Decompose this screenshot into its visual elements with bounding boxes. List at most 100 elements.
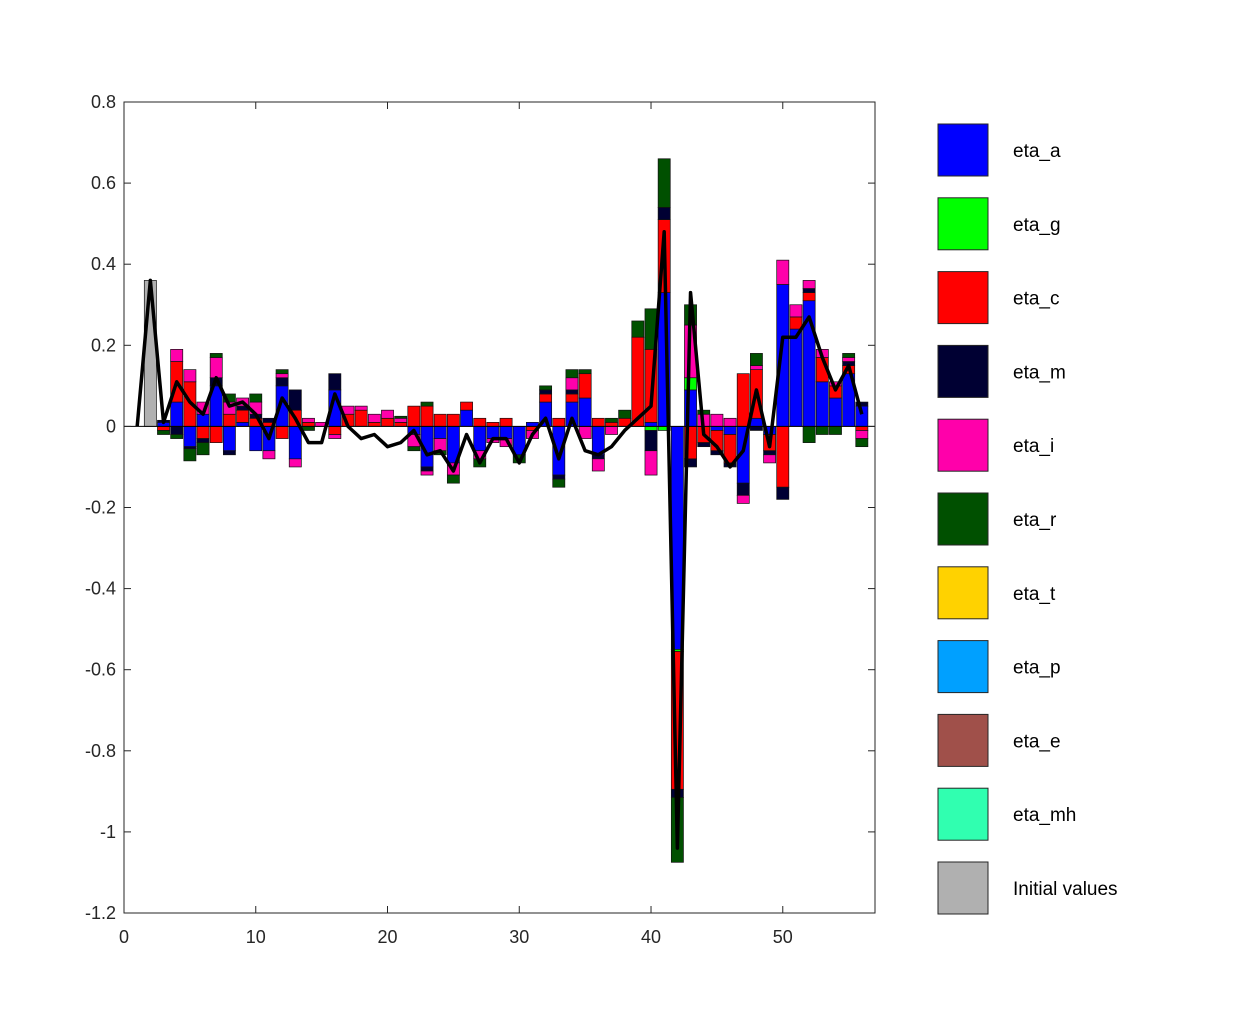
bar-segment-eta_m: [275, 377, 289, 387]
bar-segment-eta_i: [644, 450, 658, 476]
bar-segment-eta_r: [578, 369, 592, 375]
bar-segment-eta_c: [605, 422, 618, 427]
y-tick-label: -0.2: [85, 498, 116, 518]
y-tick-label: -0.8: [85, 741, 116, 761]
bar-segment-eta_m: [802, 288, 816, 293]
legend-swatch-eta_c: [937, 271, 989, 325]
bar-segment-eta_i: [394, 417, 408, 423]
bar-segment-eta_r: [170, 434, 184, 439]
bar-segment-eta_c: [776, 426, 790, 488]
bar-segment-eta_i: [855, 430, 869, 439]
x-tick-label: 30: [509, 927, 529, 947]
bar-segment-eta_i: [723, 417, 737, 427]
bar-segment-eta_m: [697, 442, 711, 448]
bar-segment-eta_m: [539, 389, 553, 395]
bar-segment-eta_m: [328, 373, 342, 391]
x-tick-label: 10: [246, 927, 266, 947]
bar-segment-eta_a: [526, 422, 539, 427]
bar-segment-eta_m: [288, 389, 302, 411]
legend-swatch-eta_r: [937, 492, 989, 546]
bar-segment-eta_m: [420, 466, 434, 472]
bar-segment-eta_a: [196, 413, 210, 427]
bar-segment-eta_r: [302, 426, 315, 431]
bar-segment-eta_i: [842, 357, 856, 362]
bar-segment-eta_r: [605, 417, 618, 423]
bar-segment-eta_i: [288, 458, 302, 468]
bar-segment-eta_i: [328, 434, 342, 439]
legend: eta_a eta_g eta_c eta_m eta_i eta_r eta_t eta_p…: [937, 123, 1118, 915]
bar-segment-eta_c: [394, 422, 408, 427]
bar-segment-eta_a: [710, 426, 724, 431]
bar-segment-eta_a: [815, 381, 829, 427]
bar-segment-eta_a: [433, 426, 447, 439]
bar-segment-eta_i: [802, 280, 816, 289]
x-tick-label: 40: [641, 927, 661, 947]
bar-segment-eta_a: [723, 426, 737, 435]
bar-segment-eta_m: [196, 438, 210, 443]
y-axis: -1.2 -1 -0.8 -0.6 -0.4 -0.2 0 0.2 0.4 0.6 0.8: [85, 92, 875, 923]
bar-segment-eta_r: [802, 426, 816, 443]
bar-segment-eta_r: [249, 393, 263, 403]
bar-segment-eta_m: [565, 389, 579, 395]
bar-segment-eta_r: [657, 158, 671, 208]
bar-segment-eta_r: [209, 353, 223, 358]
bar-segment-eta_c: [802, 292, 816, 302]
bar-segment-eta_r: [446, 474, 460, 484]
bar-segment-eta_c: [433, 413, 447, 427]
bar-segment-eta_i: [420, 470, 434, 476]
bar-segment-eta_a: [829, 397, 842, 427]
bar-segment-eta_r: [196, 442, 210, 456]
bar-segment-eta_r: [157, 430, 170, 435]
bar-segment-eta_m: [710, 450, 724, 456]
legend-label: eta_a: [1013, 141, 1061, 162]
legend-label: eta_r: [1013, 510, 1057, 531]
bar-segment-eta_i: [433, 438, 447, 452]
legend-label: eta_mh: [1013, 805, 1076, 826]
bar-segment-eta_i: [367, 413, 381, 423]
bar-segment-eta_i: [209, 357, 223, 379]
bar-segment-eta_i: [776, 259, 790, 285]
bar-segment-eta_r: [618, 409, 632, 419]
bar-segment-eta_m: [657, 207, 671, 220]
bar-segment-eta_c: [499, 417, 513, 427]
bar-segment-eta_c: [328, 426, 342, 435]
bar-segment-eta_a: [578, 397, 592, 427]
plot-area: [124, 102, 875, 913]
y-tick-label: 0: [106, 416, 116, 436]
bar-segment-eta_i: [736, 494, 750, 504]
bar-segment-eta_a: [789, 328, 803, 427]
bar-segment-eta_c: [302, 422, 315, 427]
bar-segment-eta_i: [750, 365, 763, 370]
total-line: [135, 230, 864, 850]
bar-segment-eta_c: [486, 422, 500, 427]
bar-segment-eta_a: [776, 284, 790, 427]
x-tick-label: 50: [773, 927, 793, 947]
bar-segment-eta_i: [565, 377, 579, 391]
y-tick-label: -1: [100, 822, 116, 842]
bar-segment-eta_c: [789, 316, 803, 330]
legend-label: eta_g: [1013, 215, 1061, 236]
bar-segment-eta_r: [183, 448, 197, 462]
legend-label: eta_m: [1013, 362, 1066, 383]
legend-swatch-eta_t: [937, 566, 989, 620]
bar-segment-eta_m: [644, 430, 658, 452]
bar-segment-eta_a: [249, 426, 263, 452]
bar-segment-eta_r: [631, 320, 645, 338]
y-tick-label: 0.2: [91, 335, 116, 355]
bar-segment-eta_i: [183, 369, 197, 383]
bar-segment-eta_m: [222, 450, 236, 456]
bar-segment-eta_c: [539, 393, 553, 403]
bar-segment-eta_i: [710, 413, 724, 427]
bar-segment-eta_a: [473, 426, 487, 452]
legend-label: eta_t: [1013, 584, 1056, 605]
bar-segment-eta_c: [565, 393, 579, 403]
bar-segment-eta_m: [170, 426, 184, 435]
bar-segment-eta_r: [815, 426, 829, 435]
bar-segment-eta_a: [486, 426, 500, 439]
bar-segment-eta_m: [684, 458, 697, 468]
bar-segment-eta_i: [789, 304, 803, 318]
bar-segment-eta_i: [302, 417, 315, 423]
bar-segment-eta_c: [354, 409, 368, 427]
bar-segment-eta_c: [222, 413, 236, 427]
